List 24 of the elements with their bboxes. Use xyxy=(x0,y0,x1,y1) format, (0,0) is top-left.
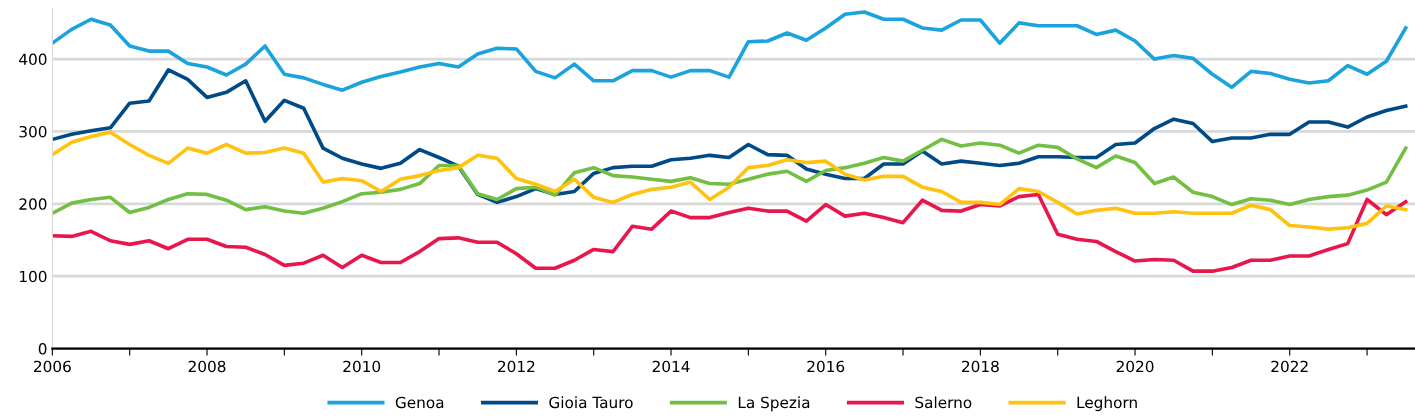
x-tick-label: 2012 xyxy=(498,360,535,373)
x-tick-label: 2018 xyxy=(962,360,999,373)
x-tick-label: 2006 xyxy=(34,360,71,373)
legend-label: Salerno xyxy=(915,396,972,409)
x-tick-label: 2014 xyxy=(652,360,690,373)
legend-label: La Spezia xyxy=(738,396,810,412)
line-series xyxy=(52,130,1408,231)
y-tick-label: 400 xyxy=(19,53,47,66)
y-tick-label: 300 xyxy=(19,125,47,138)
x-tick-label: 2008 xyxy=(188,360,226,373)
y-tick-label: 0 xyxy=(38,343,47,355)
legend-label: Genoa xyxy=(395,396,444,409)
line-series xyxy=(52,137,1408,216)
x-tick-label: 2020 xyxy=(1116,360,1154,373)
y-tick-label: 200 xyxy=(19,198,47,210)
y-tick-label: 100 xyxy=(20,270,47,283)
x-tick-label: 2016 xyxy=(807,360,845,373)
line-series xyxy=(52,10,1408,92)
line-series xyxy=(52,192,1408,273)
line-series xyxy=(52,68,1408,205)
x-tick-label: 2010 xyxy=(343,360,381,373)
legend-label: Leghorn xyxy=(1077,396,1137,412)
legend-label: Gioia Tauro xyxy=(549,396,633,409)
x-tick-label: 2022 xyxy=(1271,360,1308,373)
